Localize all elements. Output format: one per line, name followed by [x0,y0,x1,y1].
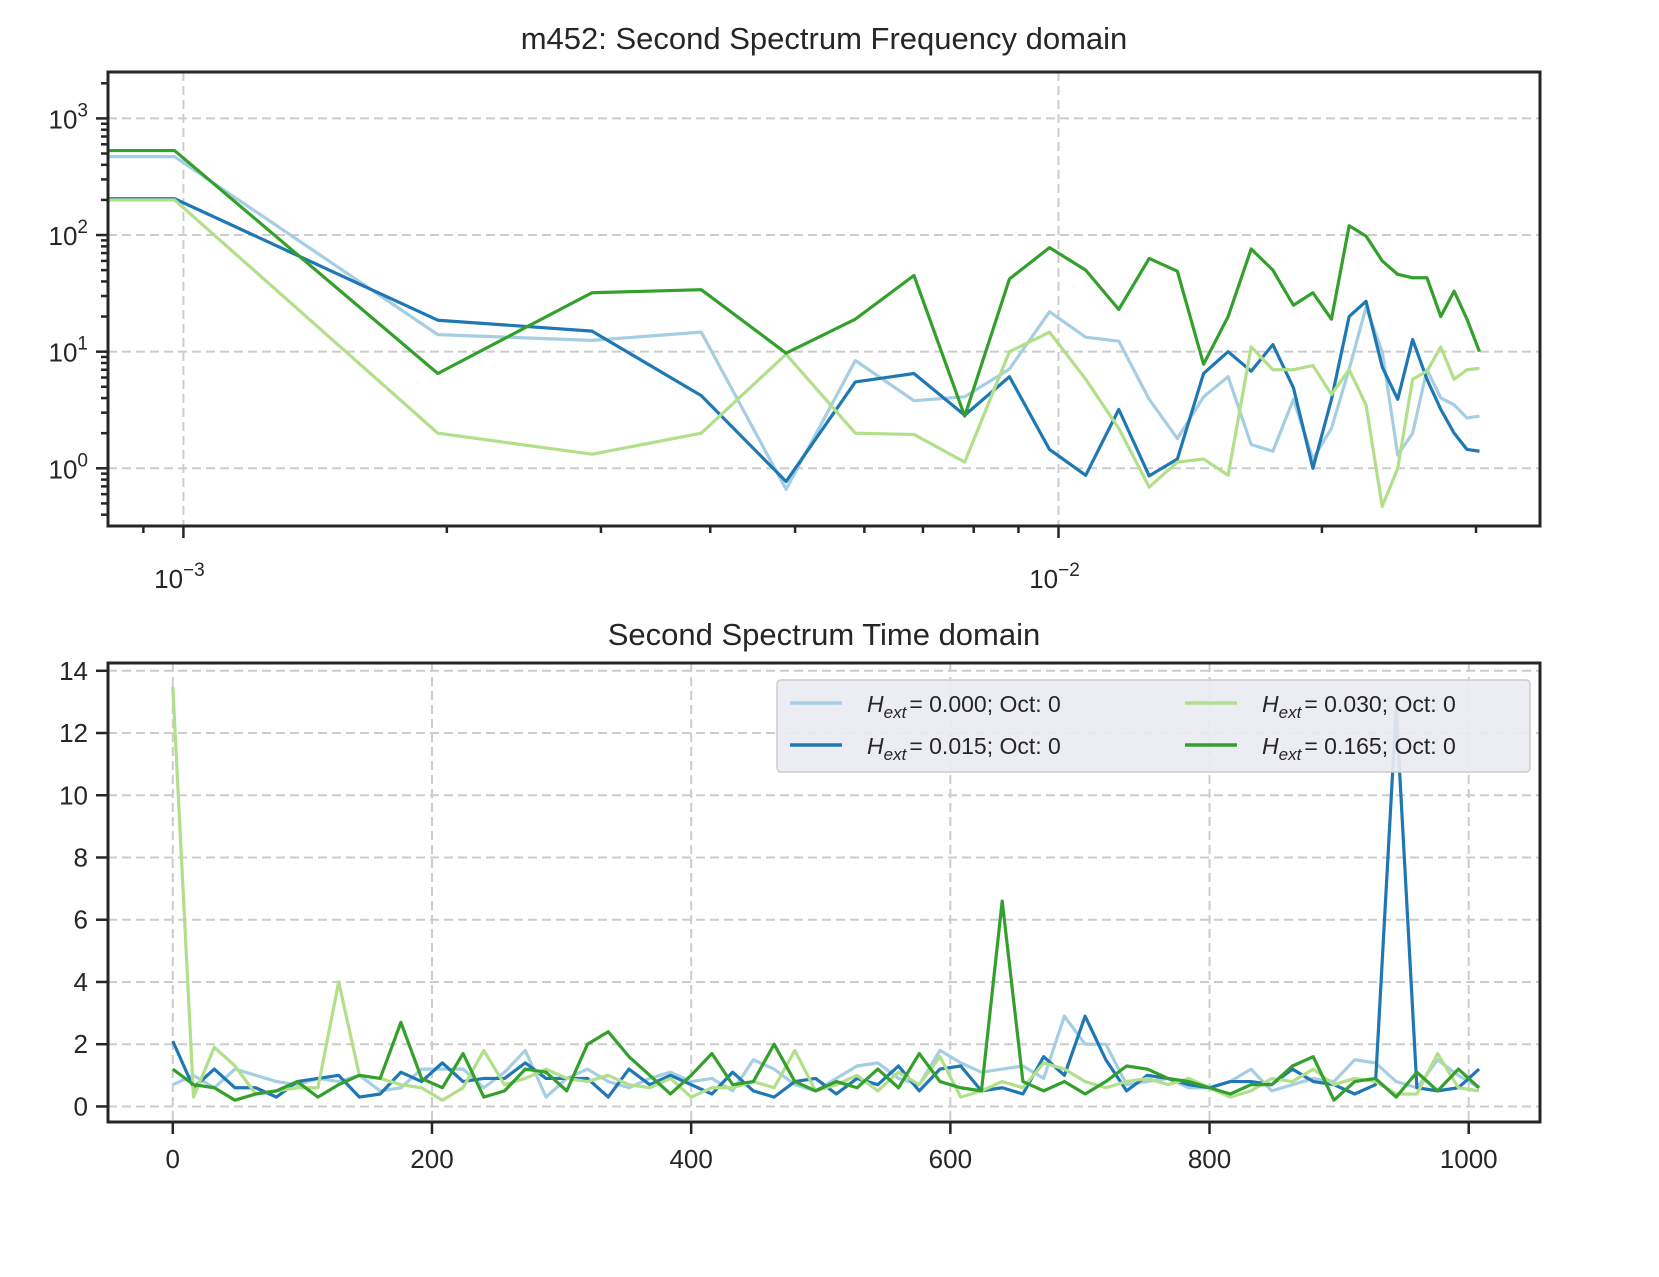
legend-item: Hext = 0.015; Oct: 0 [790,733,1061,764]
x-tick-label: 600 [929,1144,972,1174]
x-tick-label: 800 [1188,1144,1231,1174]
y-tick-label: 14 [59,656,88,686]
legend-label: Hext = 0.000; Oct: 0 [867,691,1061,722]
x-tick-label: 200 [410,1144,453,1174]
legend: Hext = 0.000; Oct: 0 Hext = 0.015; Oct: 0 He… [776,679,1531,773]
plot-frame [106,70,1542,528]
x-tick-label: 400 [669,1144,712,1174]
x-tick-label: 0 [166,1144,180,1174]
series-line-1 [108,197,1480,484]
y-tick-label: 8 [74,842,88,872]
y-tick-label: 101 [49,334,89,368]
series-line-2 [108,198,1480,509]
y-tick-label: 0 [74,1091,88,1121]
y-tick-label: 100 [49,450,89,484]
plot-frame [106,661,1542,1124]
time-domain-chart: Second Spectrum Time domain 0 200 400 600 80… [59,617,1542,1174]
legend-box [776,679,1531,773]
y-tick-label: 2 [74,1029,88,1059]
time-chart-title: Second Spectrum Time domain [608,617,1041,652]
frequency-domain-chart: m452: Second Spectrum Frequency domain 1… [49,21,1542,594]
legend-item: Hext = 0.030; Oct: 0 [1185,691,1456,722]
series-line-0 [108,155,1480,491]
legend-label: Hext = 0.015; Oct: 0 [867,733,1061,764]
legend-label: Hext = 0.030; Oct: 0 [1262,691,1456,722]
legend-item: Hext = 0.000; Oct: 0 [790,691,1061,722]
series-line-3 [108,148,1481,418]
y-tick-label: 6 [74,905,88,935]
y-tick-label: 102 [49,217,89,251]
legend-item: Hext = 0.165; Oct: 0 [1185,733,1456,764]
x-tick-label: 10−3 [154,560,205,594]
frequency-chart-title: m452: Second Spectrum Frequency domain [521,21,1128,56]
x-tick-label: 10−2 [1029,560,1080,594]
y-tick-label: 4 [74,967,88,997]
legend-label: Hext = 0.165; Oct: 0 [1262,733,1456,764]
y-tick-label: 10 [59,780,88,810]
y-tick-label: 12 [59,718,88,748]
y-tick-label: 103 [49,100,89,134]
series-line-3 [171,899,1481,1102]
x-tick-label: 1000 [1440,1144,1498,1174]
